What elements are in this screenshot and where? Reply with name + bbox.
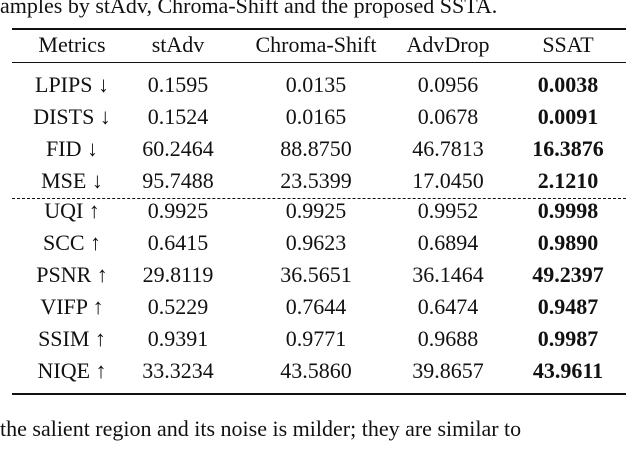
top-rule [12, 28, 626, 30]
value-cell: 2.1210 [537, 168, 599, 193]
value-cell: 0.9771 [285, 326, 347, 351]
value-cell: 0.0091 [537, 104, 599, 129]
value-cell: 0.6894 [417, 230, 479, 255]
header-cell: SSAT [542, 32, 594, 57]
header-cell: Chroma-Shift [255, 32, 377, 57]
caption: amples by stAdv, Chroma-Shift and the pr… [0, 0, 498, 18]
value-cell: 36.5651 [280, 262, 352, 287]
value-cell: 0.0165 [285, 104, 347, 129]
value-cell: 16.3876 [532, 136, 604, 161]
header-rule [12, 62, 626, 63]
value-cell: 0.0038 [537, 72, 599, 97]
value-cell: 0.9391 [147, 326, 209, 351]
value-cell: 0.1524 [147, 104, 209, 129]
body-text: the salient region and its noise is mild… [0, 416, 522, 441]
value-cell: 0.5229 [147, 294, 209, 319]
header-cell: AdvDrop [406, 32, 490, 57]
value-cell: 0.9952 [417, 198, 479, 223]
value-cell: 0.9925 [285, 198, 347, 223]
metric-name: FID ↓ [46, 136, 98, 161]
metric-name: VIFP ↑ [40, 294, 104, 319]
value-cell: 0.9688 [417, 326, 479, 351]
value-cell: 88.8750 [280, 136, 352, 161]
value-cell: 49.2397 [532, 262, 604, 287]
value-cell: 39.8657 [412, 358, 484, 383]
metric-name: SCC ↑ [42, 230, 102, 255]
header-cell: Metrics [38, 32, 106, 57]
value-cell: 0.7644 [285, 294, 347, 319]
value-cell: 0.9998 [537, 198, 599, 223]
metric-name: PSNR ↑ [36, 262, 108, 287]
value-cell: 46.7813 [412, 136, 484, 161]
metric-name: NIQE ↑ [37, 358, 107, 383]
value-cell: 60.2464 [142, 136, 214, 161]
value-cell: 36.1464 [412, 262, 484, 287]
metric-name: LPIPS ↓ [35, 72, 109, 97]
value-cell: 43.5860 [280, 358, 352, 383]
value-cell: 95.7488 [142, 168, 214, 193]
value-cell: 23.5399 [280, 168, 352, 193]
dashed-separator [12, 198, 626, 199]
header-cell: stAdv [151, 32, 205, 57]
value-cell: 33.3234 [142, 358, 214, 383]
value-cell: 0.9487 [537, 294, 599, 319]
value-cell: 17.0450 [412, 168, 484, 193]
value-cell: 43.9611 [532, 358, 604, 383]
value-cell: 0.0678 [417, 104, 479, 129]
value-cell: 0.1595 [147, 72, 209, 97]
metric-name: MSE ↓ [41, 168, 103, 193]
metric-name: DISTS ↓ [33, 104, 111, 129]
value-cell: 0.9890 [537, 230, 599, 255]
metric-name: SSIM ↑ [38, 326, 106, 351]
value-cell: 0.0135 [285, 72, 347, 97]
value-cell: 0.0956 [417, 72, 479, 97]
metric-name: UQI ↑ [44, 198, 100, 223]
value-cell: 29.8119 [142, 262, 214, 287]
value-cell: 0.6474 [417, 294, 479, 319]
bottom-rule [12, 393, 626, 395]
value-cell: 0.6415 [147, 230, 209, 255]
value-cell: 0.9623 [285, 230, 347, 255]
value-cell: 0.9987 [537, 326, 599, 351]
value-cell: 0.9925 [147, 198, 209, 223]
